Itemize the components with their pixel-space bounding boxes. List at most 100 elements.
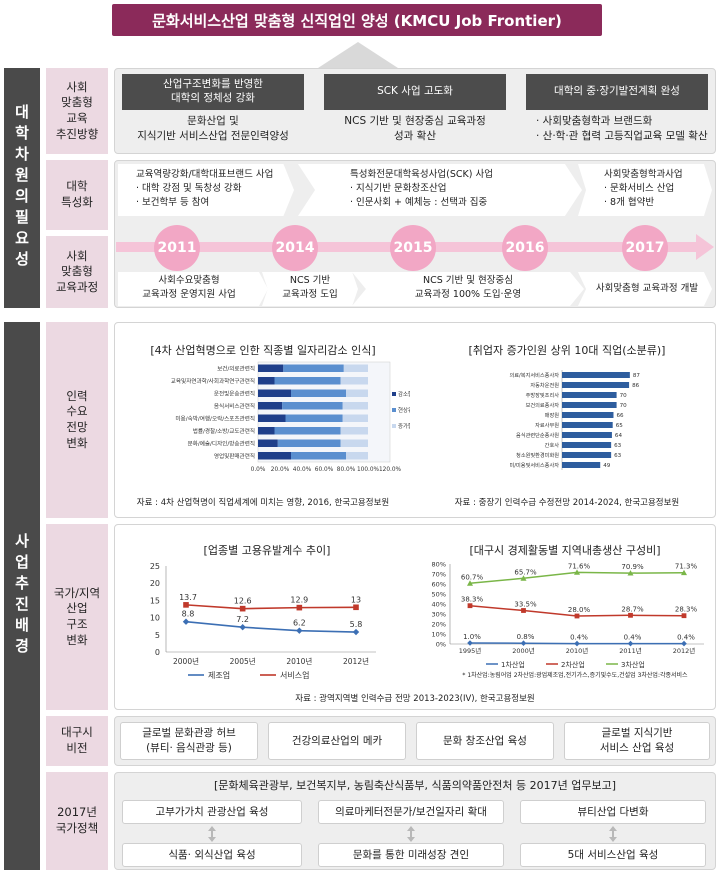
policy-head: [문화체육관광부, 보건복지부, 농림축산식품부, 식품의약품안전처 등 201… xyxy=(213,779,616,792)
chart3-point xyxy=(352,628,360,636)
chart2-category-label: 매장원 xyxy=(545,411,560,419)
chart4-point xyxy=(574,613,580,619)
spec-arrow-1: 교육역량강화/대학대표브랜드 사업 · 대학 강점 및 독창성 강화 · 보건학… xyxy=(118,164,294,216)
curriculum-arrow-3: NCS 기반 및 현장중심 교육과정 100% 도입·운영 xyxy=(352,272,584,306)
chart1-bar xyxy=(343,364,368,372)
chart1-legend-swatch xyxy=(392,392,396,396)
double-arrow-icon xyxy=(208,826,216,842)
chart2-value-label: 63 xyxy=(614,453,622,459)
chart2-value-label: 87 xyxy=(633,373,641,379)
chart3-value-label: 12.9 xyxy=(290,596,308,605)
chart1-bar xyxy=(291,389,346,397)
chart3-series-line xyxy=(185,620,357,633)
chart2-bar xyxy=(562,372,630,378)
policy-top-3: 뷰티산업 다변화 xyxy=(520,800,706,824)
chart3-y-tick: 10 xyxy=(150,614,160,623)
chart2-bar xyxy=(562,402,617,408)
chart3-value-label: 13.7 xyxy=(179,593,197,602)
curriculum-arrow-4: 사회맞춤형 교육과정 개발 xyxy=(578,272,712,306)
chart4-legend-label: 1차산업 xyxy=(501,660,525,669)
chart2-bar xyxy=(562,452,612,458)
chart1-bar xyxy=(340,427,368,435)
chart1-x-tick: 100.0% xyxy=(357,467,380,473)
chart4-point xyxy=(467,603,473,609)
chart3-point xyxy=(183,602,189,608)
chart3-point xyxy=(296,604,303,611)
label-daegu-vision: 대구시 비전 xyxy=(46,716,108,766)
chart3-series-line xyxy=(185,604,357,610)
chart2-category-label: 음식관련단순종사원 xyxy=(516,431,559,439)
chart1-legend-swatch xyxy=(392,424,396,428)
double-arrow-icon xyxy=(609,826,617,842)
chart1-category-label: 보건/의료관련직 xyxy=(217,365,255,373)
chart2-bar xyxy=(562,412,614,418)
chart1-x-tick: 40.0% xyxy=(293,467,312,473)
chart1-category-label: 영업및판매관련직 xyxy=(214,452,255,460)
chart3-y-tick: 0 xyxy=(155,648,160,657)
chart1-category-label: 법률/경찰/소방/교도관련직 xyxy=(193,427,255,435)
policy-bottom-2: 문화를 통한 미래성장 견인 xyxy=(318,843,504,867)
label-social-curriculum: 사회 맞춤형 교육과정 xyxy=(46,236,108,308)
policy-bottom-3: 5대 서비스산업 육성 xyxy=(520,843,706,867)
chart3-x-tick: 2000년 xyxy=(173,656,199,666)
year-2014: 2014 xyxy=(272,225,318,271)
chart4-point xyxy=(520,575,527,581)
chart4-y-tick: 10% xyxy=(432,631,446,639)
chart1-bar xyxy=(340,439,368,447)
chart3-value-label: 5.8 xyxy=(350,620,363,629)
section-bar-background: 사업추진배경 xyxy=(4,322,40,870)
chart1-bar xyxy=(258,452,291,460)
chart2-bar xyxy=(562,392,617,398)
chart2-category-label: 주방장및조리사 xyxy=(526,391,560,399)
chart4-y-tick: 0% xyxy=(436,641,446,649)
chart3-value-label: 7.2 xyxy=(236,615,249,624)
chart1-legend-swatch xyxy=(392,408,396,412)
chart2-value-label: 64 xyxy=(615,433,623,439)
direction-head-1: 산업구조변화를 반영한 대학의 정체성 강화 xyxy=(122,74,304,110)
chart4-value-label: 0.8% xyxy=(517,633,535,641)
chart3-value-label: 12.6 xyxy=(234,597,252,606)
chart3-value-label: 13 xyxy=(351,595,361,604)
chart2-value-label: 86 xyxy=(632,383,640,389)
chart2-category-label: 청소원및환경미화원 xyxy=(516,451,559,459)
chart4-y-tick: 40% xyxy=(432,601,446,609)
label-manpower-demand: 인력 수요 전망 변화 xyxy=(46,322,108,518)
chart3-value-label: 6.2 xyxy=(293,619,306,628)
chart1-category-label: 문화/예술/디자인/방송관련직 xyxy=(188,440,255,448)
chart2-source: 자료 : 중장기 인력수급 수정전망 2014-2024, 한국고용정보원 xyxy=(454,498,680,508)
year-2011: 2011 xyxy=(154,225,200,271)
chart1-bar xyxy=(274,427,341,435)
chart4-point xyxy=(628,612,633,618)
chart3-point xyxy=(182,618,190,625)
year-2015: 2015 xyxy=(390,225,436,271)
chart4-point xyxy=(467,580,473,586)
chart4-point xyxy=(681,613,687,619)
chart4-x-tick: 2010년 xyxy=(566,646,589,655)
chart1-category-label: 교육및자연과학/사회과학연구관련직 xyxy=(171,377,255,385)
policy-bottom-1: 식품· 외식산업 육성 xyxy=(122,843,302,867)
chart3-svg: 0 5 10 15 20 25 2000년 2005년 2010년 2012년 8.8 7.2 6.2 5… xyxy=(150,562,376,680)
chart4-value-label: 70.9% xyxy=(621,563,644,571)
chart4-legend-label: 3차산업 xyxy=(621,660,645,669)
chart4-value-label: 0.4% xyxy=(624,634,642,642)
chart1-title: [4차 산업혁명으로 인한 직종별 일자리감소 인식] xyxy=(150,344,376,357)
direction-body-3: · 사회맞춤형학과 브랜드화 · 산·학·관 협력 고등직업교육 모델 확산 xyxy=(536,115,708,143)
chart4-value-label: 0.4% xyxy=(570,634,588,642)
chart4-value-label: 28.0% xyxy=(568,606,591,614)
spec-arrow-3: 사회맞춤형학과사업 · 문화서비스 산업 · 8개 협약반 xyxy=(578,164,712,216)
chart3-x-tick: 2012년 xyxy=(343,656,369,666)
chart4-y-tick: 30% xyxy=(432,611,446,619)
chart4-title: [대구시 경제활동별 지역내총생산 구성비] xyxy=(469,544,661,557)
chart2-category-label: 미/미용및서비스종사자 xyxy=(510,461,560,469)
vision-3: 문화 창조산업 육성 xyxy=(416,722,554,760)
chart3-legend-label: 서비스업 xyxy=(280,671,309,680)
chart2-category-label: 간호사 xyxy=(545,441,560,449)
label-social-edu-direction: 사회 맞춤형 교육 추진방향 xyxy=(46,68,108,154)
chart3-point xyxy=(239,605,246,612)
chart1-svg: 보건/의료관련직교육및자연과학/사회과학연구관련직운전및운송관련직음식서비스관련… xyxy=(171,361,410,473)
chart4-svg: 0% 10% 20% 30% 40% 50% 60% 70% 80% 1995년 2000년 2010… xyxy=(432,561,704,669)
chart2-value-label: 49 xyxy=(603,463,611,469)
chart4-y-tick: 70% xyxy=(432,571,446,579)
chart1-bar xyxy=(274,377,341,385)
page-title: 문화서비스산업 맞춤형 신직업인 양성 (KMCU Job Frontier) xyxy=(112,4,602,36)
